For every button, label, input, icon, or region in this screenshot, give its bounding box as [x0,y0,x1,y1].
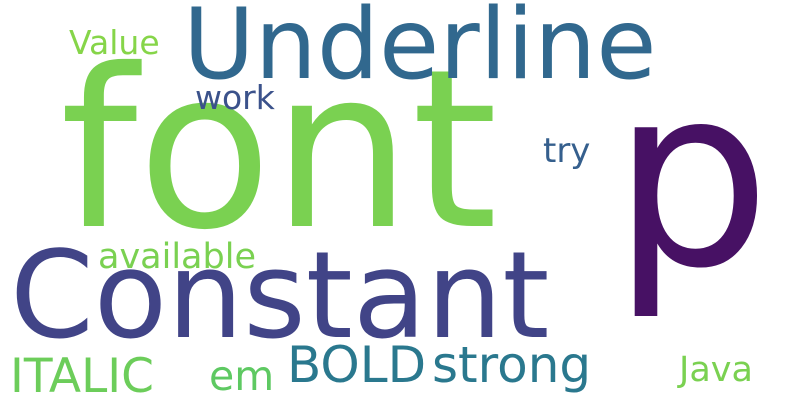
word-bold: BOLD [287,336,427,394]
word-strong: strong [432,336,592,394]
word-work: work [195,78,275,117]
word-try: try [543,131,591,171]
word-available: available [98,237,256,277]
word-p: p [612,32,771,323]
word-java: Java [679,350,753,390]
word-value: Value [69,23,160,62]
word-em: em [209,352,275,400]
word-font: font [60,22,498,278]
word-constant: Constant [10,227,550,366]
word-italic: ITALIC [10,349,154,400]
word-underline: Underline [183,0,657,102]
